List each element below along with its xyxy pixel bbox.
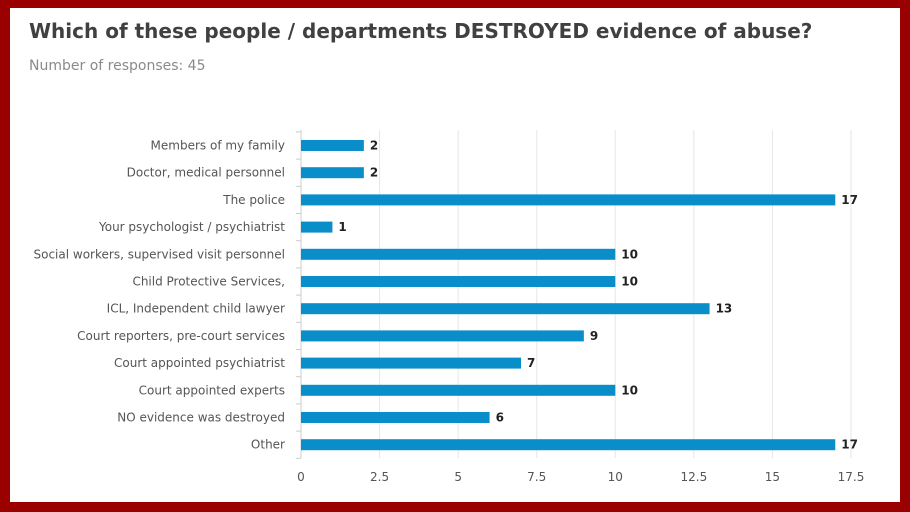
chart-card: Which of these people / departments DEST… (10, 8, 900, 502)
value-label: 13 (716, 302, 733, 316)
value-label: 6 (496, 411, 504, 425)
value-label: 7 (527, 356, 535, 370)
y-axis (296, 130, 302, 459)
bar (301, 357, 521, 369)
bar (301, 412, 490, 423)
category-label: NO evidence was destroyed (117, 411, 285, 425)
category-label: Doctor, medical personnel (127, 166, 285, 180)
bar (301, 384, 616, 396)
value-labels: 2 2 17 1 10 10 13 9 7 10 6 17 (338, 139, 858, 452)
x-tick-label: 15 (765, 470, 780, 484)
category-label: Child Protective Services, (132, 275, 285, 289)
x-tick-label: 2.5 (370, 470, 389, 484)
value-label: 17 (841, 193, 858, 207)
category-label: Social workers, supervised visit personn… (34, 247, 286, 261)
value-label: 10 (621, 383, 638, 397)
category-label: Court reporters, pre-court services (77, 329, 285, 343)
chart-title: Which of these people / departments DEST… (29, 19, 813, 43)
grid-lines (379, 130, 852, 458)
bar (301, 167, 364, 179)
bar (301, 303, 710, 315)
value-label: 2 (370, 166, 378, 180)
x-tick-label: 17.5 (838, 470, 865, 484)
bars (301, 140, 836, 451)
category-label: Court appointed experts (139, 383, 285, 397)
bar (301, 194, 836, 206)
bar (301, 330, 584, 342)
x-tick-labels: 0 2.5 5 7.5 10 12.5 15 17.5 (297, 470, 864, 484)
x-tick-label: 12.5 (680, 470, 707, 484)
bar (301, 276, 616, 287)
value-label: 9 (590, 329, 598, 343)
value-label: 2 (370, 139, 378, 153)
response-count: Number of responses: 45 (29, 58, 206, 74)
category-label: Other (251, 438, 285, 452)
x-tick-label: 5 (454, 470, 462, 484)
value-label: 10 (621, 247, 638, 261)
value-label: 1 (338, 220, 346, 234)
bar (301, 140, 364, 151)
x-tick-label: 7.5 (527, 470, 546, 484)
category-label: The police (222, 193, 285, 207)
x-tick-label: 0 (297, 470, 305, 484)
category-label: Members of my family (151, 139, 285, 153)
bar (301, 248, 616, 260)
bar-chart: Members of my family Doctor, medical pers… (34, 130, 864, 484)
category-label: ICL, Independent child lawyer (107, 302, 285, 316)
category-labels: Members of my family Doctor, medical pers… (34, 139, 286, 452)
category-label: Your psychologist / psychiatrist (98, 220, 285, 234)
category-label: Court appointed psychiatrist (114, 356, 285, 370)
value-label: 10 (621, 275, 638, 289)
x-tick-label: 10 (608, 470, 623, 484)
bar (301, 439, 836, 451)
value-label: 17 (841, 438, 858, 452)
bar (301, 221, 333, 233)
